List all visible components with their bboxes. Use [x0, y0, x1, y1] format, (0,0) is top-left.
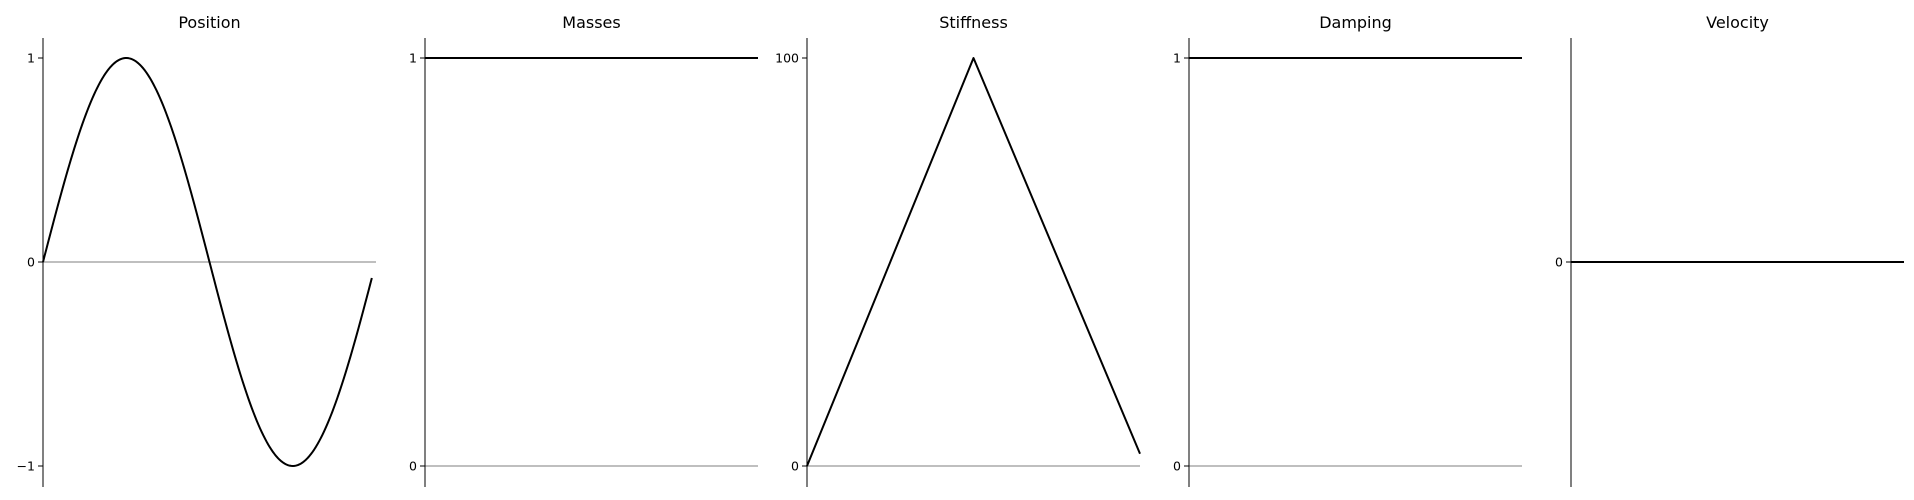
stiffness-y-tick-label: 0 — [791, 459, 799, 474]
velocity-panel: Velocity 0 — [1555, 13, 1904, 487]
position-title: Position — [178, 13, 240, 32]
velocity-title: Velocity — [1706, 13, 1769, 32]
masses-y-tick-label: 0 — [409, 459, 417, 474]
damping-panel: Damping 1 0 — [1173, 13, 1522, 487]
velocity-y-tick-label: 0 — [1555, 255, 1563, 270]
position-y-tick-label: 0 — [27, 255, 35, 270]
position-panel: Position 1 0 −1 — [17, 13, 376, 487]
position-y-tick-label: −1 — [17, 459, 35, 474]
masses-panel: Masses 1 0 — [409, 13, 758, 487]
masses-title: Masses — [562, 13, 620, 32]
position-series-line — [42, 57, 373, 467]
stiffness-panel: Stiffness 100 0 — [775, 13, 1141, 487]
damping-y-tick-label: 1 — [1173, 51, 1181, 66]
stiffness-title: Stiffness — [939, 13, 1008, 32]
stiffness-series-line — [806, 57, 1141, 467]
stiffness-y-tick-label: 100 — [775, 51, 799, 66]
damping-y-tick-label: 0 — [1173, 459, 1181, 474]
position-y-tick-label: 1 — [27, 51, 35, 66]
damping-title: Damping — [1319, 13, 1392, 32]
masses-y-tick-label: 1 — [409, 51, 417, 66]
